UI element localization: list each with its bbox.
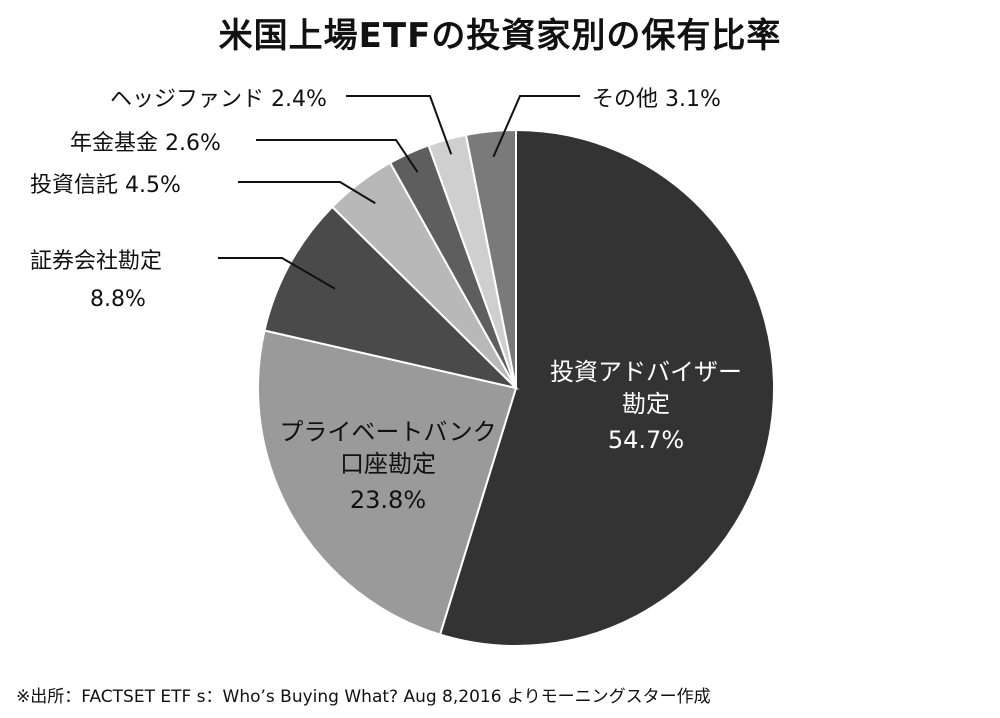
pie-slice-2 <box>263 205 520 390</box>
pie-slice-1 <box>257 329 518 636</box>
slice-label-0-line-0: 投資アドバイザー <box>550 358 742 386</box>
pie-slices <box>257 128 775 647</box>
leader-line-6 <box>492 95 580 158</box>
leader-line-5 <box>346 95 453 155</box>
slice-label-5: ヘッジファンド 2.4% <box>110 87 327 112</box>
slice-label-1-line-0: プライベートバンク <box>279 418 496 446</box>
pie-slice-0 <box>438 128 775 647</box>
slice-label-2: 証券会社勘定 <box>30 249 162 274</box>
leader-line-3 <box>238 181 376 205</box>
slice-label-6: その他 3.1% <box>592 87 721 112</box>
slice-label-4: 年金基金 2.6% <box>70 131 221 156</box>
label-leader-lines <box>218 95 580 290</box>
slice-label-1-line-1: 口座勘定 <box>340 450 436 478</box>
slice-value-1: 23.8% <box>350 486 426 514</box>
slice-value-0: 54.7% <box>608 426 684 454</box>
leader-line-4 <box>256 139 419 173</box>
slice-label-0-line-1: 勘定 <box>622 390 670 418</box>
source-note: ※出所：FACTSET ETF s：Who’s Buying What? Aug… <box>16 687 711 707</box>
chart-title: 米国上場ETFの投資家別の保有比率 <box>218 16 782 56</box>
pie-slice-6 <box>464 128 517 389</box>
slice-value-2: 8.8% <box>90 287 146 312</box>
leader-line-2 <box>218 257 336 290</box>
slice-label-3: 投資信託 4.5% <box>30 173 181 198</box>
